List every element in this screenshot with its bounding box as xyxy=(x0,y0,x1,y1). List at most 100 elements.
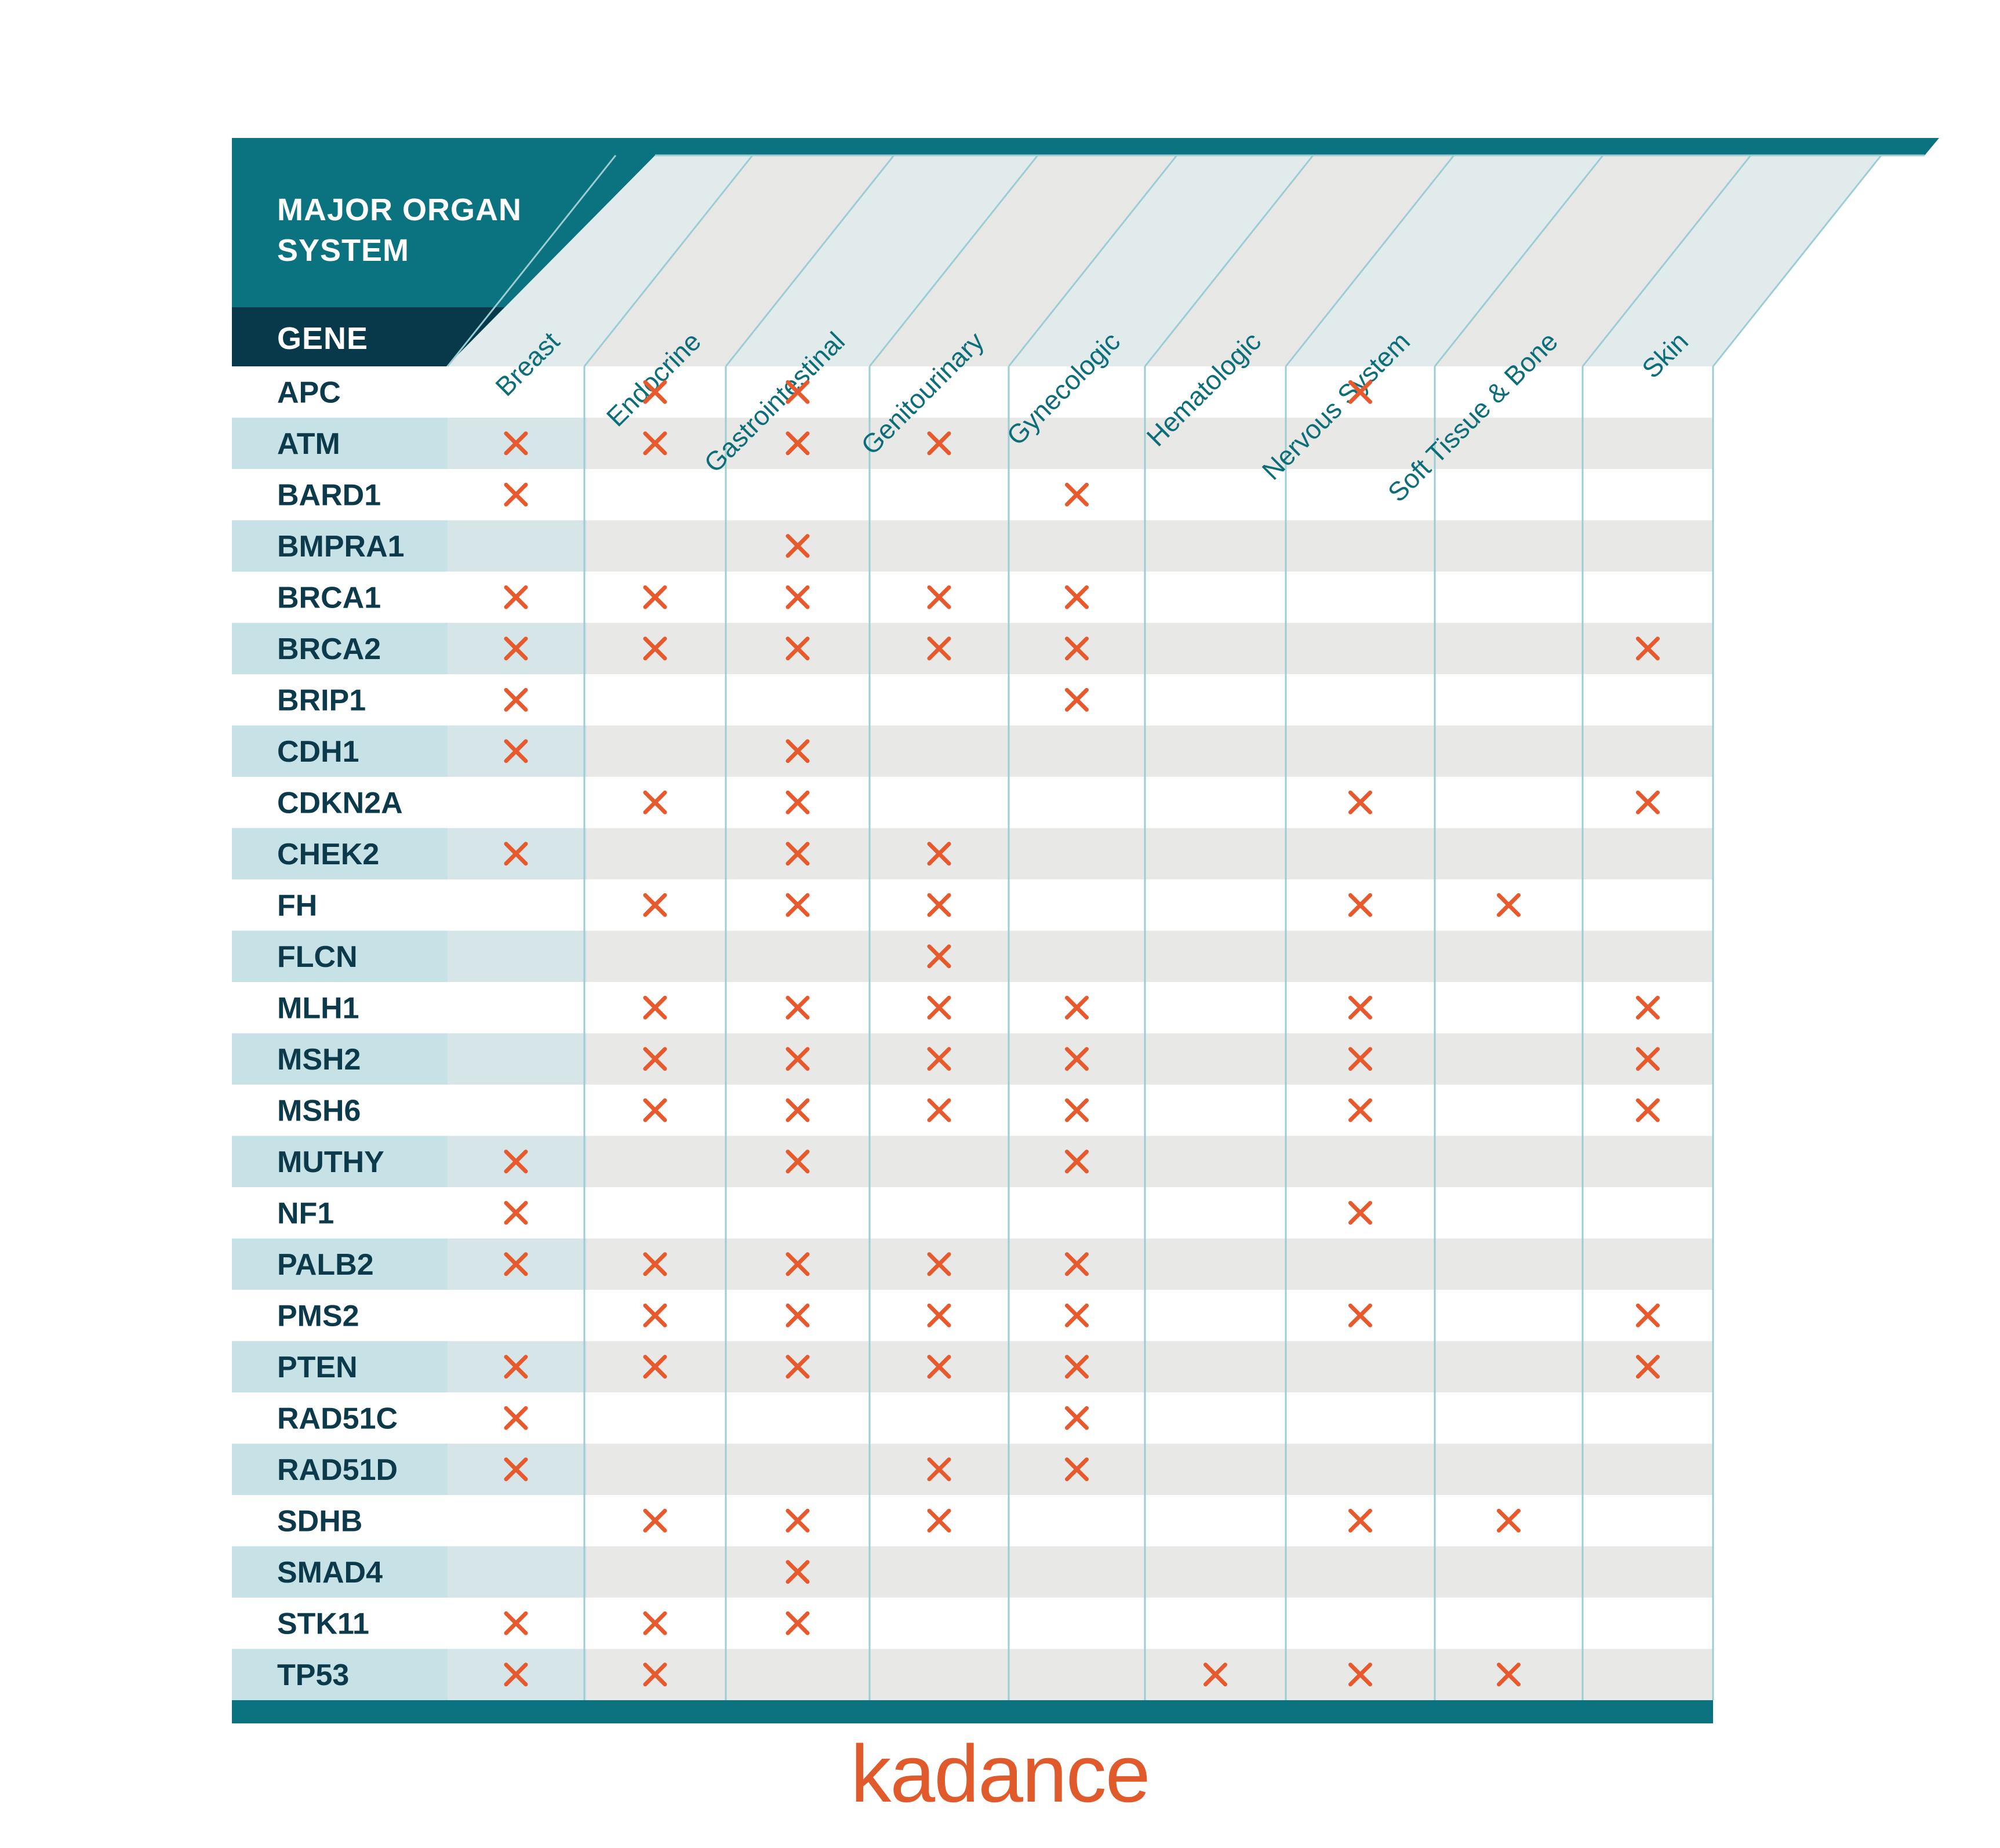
mark-x xyxy=(786,995,810,1020)
mark-x xyxy=(1348,790,1372,814)
mark-x xyxy=(786,790,810,814)
gene-label: BRCA2 xyxy=(277,632,381,666)
mark-x xyxy=(786,431,810,456)
mark-x xyxy=(786,1560,810,1584)
mark-x xyxy=(1348,1303,1372,1327)
mark-x xyxy=(643,1252,667,1276)
mark-x xyxy=(504,431,528,456)
mark-x xyxy=(1348,893,1372,917)
mark-x xyxy=(927,636,951,661)
gene-label: MSH6 xyxy=(277,1094,361,1127)
mark-x xyxy=(786,380,810,404)
header-column-strip xyxy=(1286,155,1603,366)
gene-label: PTEN xyxy=(277,1351,358,1384)
mark-x xyxy=(927,944,951,969)
header-title-line1: MAJOR ORGAN xyxy=(277,192,522,227)
row-band-fade xyxy=(448,930,587,982)
marks xyxy=(504,380,1660,1687)
gene-label: TP53 xyxy=(277,1658,349,1692)
mark-x xyxy=(1636,1355,1660,1379)
gene-label: BARD1 xyxy=(277,478,381,512)
mark-x xyxy=(1497,1508,1521,1533)
header-column-strip xyxy=(726,155,1038,366)
row-band-fade xyxy=(448,520,587,572)
mark-x xyxy=(1065,585,1089,609)
mark-x xyxy=(1348,380,1372,404)
row-band-data xyxy=(448,828,1713,879)
mark-x xyxy=(927,1457,951,1482)
row-band-gene xyxy=(232,520,448,572)
mark-x xyxy=(1065,482,1089,507)
row-band-data xyxy=(448,417,1713,469)
mark-x xyxy=(786,636,810,661)
mark-x xyxy=(643,995,667,1020)
mark-x xyxy=(504,1355,528,1379)
row-band-data xyxy=(448,623,1713,674)
mark-x xyxy=(504,636,528,661)
gene-label: MLH1 xyxy=(277,991,359,1025)
row-band-gene xyxy=(232,725,448,777)
mark-x xyxy=(1065,1457,1089,1482)
mark-x xyxy=(1636,1303,1660,1327)
mark-x xyxy=(1636,790,1660,814)
mark-x xyxy=(504,1201,528,1225)
mark-x xyxy=(643,431,667,456)
mark-x xyxy=(1065,687,1089,712)
row-band-data xyxy=(448,1443,1713,1495)
header-slant-divider xyxy=(446,155,617,367)
header-column-strip xyxy=(1583,155,1881,366)
mark-x xyxy=(504,1252,528,1276)
gene-label: RAD51C xyxy=(277,1402,398,1435)
mark-x xyxy=(643,1611,667,1635)
gene-label: FH xyxy=(277,889,317,922)
mark-x xyxy=(504,1457,528,1482)
mark-x xyxy=(1065,1149,1089,1174)
header-column-strip xyxy=(870,155,1177,366)
mark-x xyxy=(1065,1406,1089,1430)
row-band-data xyxy=(448,1546,1713,1598)
mark-x xyxy=(504,1406,528,1430)
row-band-data xyxy=(448,1238,1713,1290)
gene-label: BRIP1 xyxy=(277,683,366,717)
mark-x xyxy=(1348,995,1372,1020)
mark-x xyxy=(927,431,951,456)
mark-x xyxy=(643,585,667,609)
mark-x xyxy=(1348,1201,1372,1225)
header-slant-divider xyxy=(868,155,1039,367)
mark-x xyxy=(1065,1355,1089,1379)
mark-x xyxy=(643,1355,667,1379)
row-band-gene xyxy=(232,1649,448,1700)
gene-label: FLCN xyxy=(277,940,358,974)
mark-x xyxy=(1348,1047,1372,1071)
mark-x xyxy=(1065,1252,1089,1276)
header-text: MAJOR ORGAN SYSTEM GENE xyxy=(277,192,522,356)
mark-x xyxy=(1065,1098,1089,1122)
header-title-line2: SYSTEM xyxy=(277,233,409,268)
row-band-gene xyxy=(232,828,448,879)
mark-x xyxy=(786,739,810,763)
mark-x xyxy=(927,1508,951,1533)
mark-x xyxy=(1636,995,1660,1020)
mark-x xyxy=(786,585,810,609)
header-column-strip xyxy=(1009,155,1313,366)
mark-x xyxy=(786,842,810,866)
gene-label: MUTHY xyxy=(277,1145,384,1179)
gene-label: BMPRA1 xyxy=(277,530,405,563)
mark-x xyxy=(643,893,667,917)
mark-x xyxy=(504,739,528,763)
header-slant-divider xyxy=(1144,155,1314,367)
gene-labels: APC ATM BARD1 BMPRA1 BRCA1 BRCA2 BRIP1 CDH1 CDKN… xyxy=(277,376,405,1692)
row-band-gene xyxy=(232,623,448,674)
mark-x xyxy=(786,1355,810,1379)
gene-label: CHEK2 xyxy=(277,838,379,871)
gene-label: STK11 xyxy=(277,1607,369,1640)
gene-label: SDHB xyxy=(277,1504,362,1538)
mark-x xyxy=(643,790,667,814)
mark-x xyxy=(504,585,528,609)
header-slant-divider xyxy=(1581,155,1752,367)
mark-x xyxy=(1348,1098,1372,1122)
row-band-data xyxy=(448,1033,1713,1085)
mark-x xyxy=(786,893,810,917)
header-slant-divider xyxy=(583,155,754,367)
